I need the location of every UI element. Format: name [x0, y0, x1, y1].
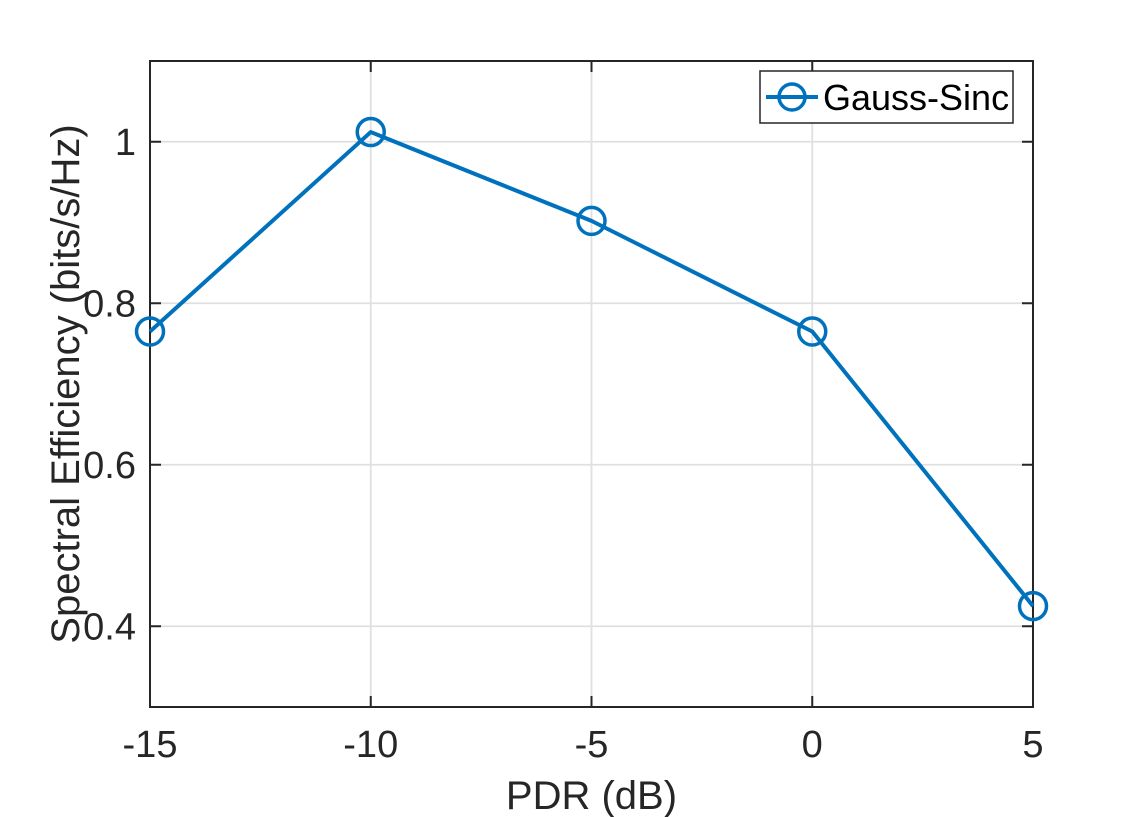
y-tick-label: 1: [115, 122, 136, 164]
x-axis-label: PDR (dB): [506, 774, 677, 817]
x-tick-label: -15: [123, 724, 178, 766]
series-line: [148, 130, 1035, 608]
data-point-marker: [134, 316, 166, 347]
data-point-marker: [797, 316, 828, 347]
data-point-marker: [576, 205, 607, 237]
x-tick-label: 0: [802, 724, 823, 766]
data-point-marker: [1017, 590, 1049, 622]
y-tick-label: 0.4: [83, 606, 136, 648]
legend: Gauss-Sinc: [759, 70, 1014, 124]
y-axis-label: Spectral Efficiency (bits/s/Hz): [44, 124, 88, 643]
data-point-marker: [355, 116, 386, 148]
y-tick-label: 0.8: [83, 283, 136, 325]
x-tick-label: -5: [575, 724, 609, 766]
y-tick-label: 0.6: [83, 445, 136, 487]
x-tick-label: -10: [343, 724, 398, 766]
legend-label: Gauss-Sinc: [823, 77, 1009, 118]
x-tick-label: 5: [1022, 724, 1043, 766]
legend-marker-icon: [777, 82, 807, 112]
